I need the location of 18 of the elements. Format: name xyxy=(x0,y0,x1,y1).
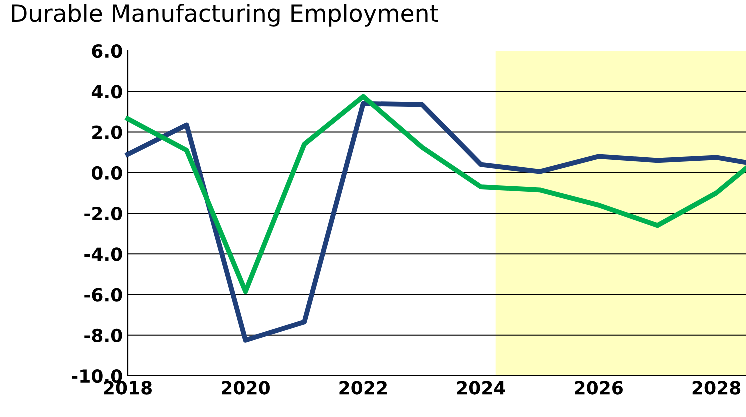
x-tick-label: 2026 xyxy=(575,381,624,395)
x-tick-label: 2022 xyxy=(340,381,387,395)
y-tick-label: -2.0 xyxy=(84,206,122,221)
y-tick-label: -6.0 xyxy=(84,288,122,302)
x-tick-label: 2020 xyxy=(222,381,270,395)
line-series xyxy=(126,101,746,343)
line-series xyxy=(126,94,746,294)
chart-title: Durable Manufacturing Employment xyxy=(12,4,438,27)
x-tick-label: 2024 xyxy=(457,381,506,395)
y-tick-label: -10.0 xyxy=(72,369,122,384)
y-tick-label: 2.0 xyxy=(92,126,122,140)
y-tick-label: 6.0 xyxy=(92,44,122,58)
x-tick-label: 2018 xyxy=(104,381,152,395)
y-tick-label: -8.0 xyxy=(84,328,122,342)
x-tick-label: 2028 xyxy=(692,381,741,395)
y-tick-label: -4.0 xyxy=(84,248,122,262)
y-tick-label: 0.0 xyxy=(92,166,122,180)
y-tick-label: 4.0 xyxy=(92,85,122,99)
